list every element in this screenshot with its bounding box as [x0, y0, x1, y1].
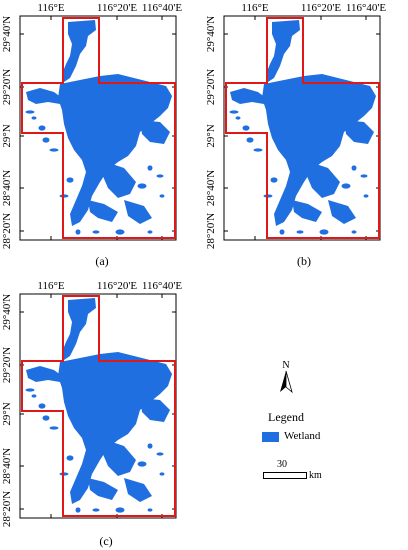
lat-label-c-2: 29°N [1, 402, 13, 425]
map-c-svg: 116°E 116°20'E 116°40'E 29°40'N 29°20'N 29°N 2… [1, 280, 182, 527]
north-arrow: N [276, 358, 296, 398]
map-panel-b: 116°E 116°20'E 116°40'E 29°40'N 29°20'N 29°N 2… [204, 0, 404, 260]
map-panel-a: 116°E 116°20'E 116°40'E 29°40'N 29°20'N 29°N 2… [0, 0, 200, 260]
lat-label-c-0: 29°40'N [1, 294, 13, 330]
lat-label-a-4: 28°20'N [1, 213, 13, 249]
wetland-area-a [25, 20, 172, 235]
lon-label-c-1: 116°20'E [97, 280, 137, 292]
north-arrow-label: N [282, 360, 289, 371]
wetland-area-b [229, 20, 376, 235]
lon-label-b-2: 116°40'E [346, 2, 386, 14]
lon-label-b-1: 116°20'E [301, 2, 341, 14]
study-boundary-b [225, 17, 380, 239]
legend-title: Legend [268, 410, 304, 424]
lat-label-a-3: 28°40'N [1, 170, 13, 206]
scale-bar-unit: km [309, 470, 322, 481]
panel-caption-b: (b) [297, 254, 311, 268]
lon-label-b-0: 116°E [241, 2, 268, 14]
lat-label-c-4: 28°20'N [1, 491, 13, 527]
lon-label-c-2: 116°40'E [142, 280, 182, 292]
lat-label-a-0: 29°40'N [1, 16, 13, 52]
legend-wetland-label: Wetland [284, 430, 321, 442]
lon-label-a-0: 116°E [37, 2, 64, 14]
lat-label-b-2: 29°N [205, 124, 217, 147]
lon-label-a-2: 116°40'E [142, 2, 182, 14]
panel-caption-a: (a) [95, 254, 109, 268]
panel-caption-c: (c) [99, 534, 113, 548]
lat-label-b-3: 28°40'N [205, 170, 217, 206]
lat-label-c-3: 28°40'N [1, 448, 13, 484]
map-a-svg: 116°E 116°20'E 116°40'E 29°40'N 29°20'N 29°N 2… [1, 2, 182, 249]
north-arrow-icon [280, 371, 286, 392]
scale-bar-value: 30 [277, 459, 287, 470]
scale-bar [263, 472, 307, 479]
map-b-svg: 116°E 116°20'E 116°40'E 29°40'N 29°20'N 29°N 2… [205, 2, 386, 249]
wetland-area-c [25, 298, 172, 513]
lat-label-a-1: 29°20'N [1, 69, 13, 105]
lat-label-b-4: 28°20'N [205, 213, 217, 249]
study-boundary-c [21, 295, 176, 517]
lat-label-a-2: 29°N [1, 124, 13, 147]
study-boundary-a [21, 17, 176, 239]
map-panel-c: 116°E 116°20'E 116°40'E 29°40'N 29°20'N 29°N 2… [0, 278, 200, 538]
lat-label-b-0: 29°40'N [205, 16, 217, 52]
lon-label-c-0: 116°E [37, 280, 64, 292]
lon-label-a-1: 116°20'E [97, 2, 137, 14]
lat-label-b-1: 29°20'N [205, 69, 217, 105]
legend-wetland-swatch [262, 432, 279, 442]
lat-label-c-1: 29°20'N [1, 347, 13, 383]
